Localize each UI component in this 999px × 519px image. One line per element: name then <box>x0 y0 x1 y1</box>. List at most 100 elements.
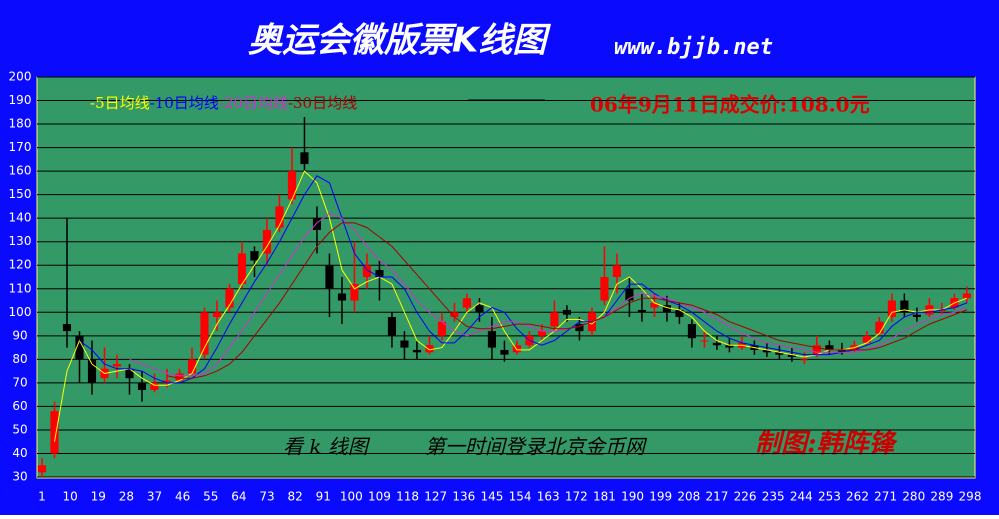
x-tick-label: 64 <box>231 490 246 504</box>
candle-body <box>37 465 47 473</box>
candle-body <box>337 293 347 301</box>
y-tick-label: 130 <box>9 234 32 248</box>
y-tick-label: 140 <box>9 211 32 225</box>
candle-body <box>937 309 946 311</box>
plot-area <box>36 76 976 479</box>
x-tick-label: 190 <box>621 490 644 504</box>
y-tick-label: 180 <box>9 117 32 131</box>
x-tick-label: 10 <box>62 490 77 504</box>
candle-body <box>825 345 834 350</box>
candle-body <box>625 288 634 301</box>
ma-line <box>79 175 968 384</box>
legend-entry: -10日均线 <box>150 94 219 112</box>
x-tick-label: 46 <box>175 490 190 504</box>
candle-body <box>400 340 409 348</box>
x-tick-label: 19 <box>91 490 106 504</box>
y-tick-label: 70 <box>12 375 27 389</box>
candle-body <box>450 312 459 317</box>
x-tick-label: 181 <box>593 490 616 504</box>
x-tick-label: 280 <box>902 490 925 504</box>
x-tick-label: 100 <box>340 490 363 504</box>
footer-text: 制图:韩阵锋 <box>755 429 899 459</box>
candle-body <box>887 300 896 317</box>
candle-body <box>150 382 159 390</box>
candle-body <box>812 345 821 355</box>
candle-body <box>575 324 584 332</box>
candle-body <box>712 342 721 346</box>
candle-body <box>237 253 247 285</box>
candle-body <box>787 354 796 357</box>
y-tick-label: 60 <box>12 399 27 413</box>
candle-body <box>775 352 784 355</box>
footer-text: 看 k 线图 <box>283 435 371 459</box>
candle-body <box>912 314 921 317</box>
y-tick-label: 90 <box>12 328 27 342</box>
x-tick-label: 1 <box>38 490 46 504</box>
candle-body <box>512 345 521 353</box>
candle-body <box>425 345 434 353</box>
candle-body <box>162 380 172 383</box>
candle-body <box>212 312 222 317</box>
candle-body <box>200 312 209 355</box>
x-tick-label: 145 <box>480 490 503 504</box>
candle-body <box>612 265 621 277</box>
candle-body <box>500 349 509 355</box>
candle-body <box>837 349 846 353</box>
x-tick-label: 235 <box>762 490 785 504</box>
y-tick-label: 120 <box>9 258 32 272</box>
candle-body <box>462 298 472 308</box>
candle-body <box>412 349 422 353</box>
x-tick-label: 154 <box>509 490 532 504</box>
candle-body <box>312 218 322 230</box>
grid <box>37 76 975 478</box>
x-tick-label: 109 <box>368 490 391 504</box>
candle-body <box>137 382 147 390</box>
candle-body <box>300 152 309 165</box>
legend: -5日均线-10日均线-20日均线-30日均线 <box>90 94 357 112</box>
legend-entry: -30日均线 <box>288 94 357 112</box>
candle-body <box>550 312 559 327</box>
candle-body <box>687 324 696 339</box>
x-tick-label: 127 <box>424 490 447 504</box>
candle-body <box>287 171 297 200</box>
candle-body <box>962 293 971 299</box>
x-tick-label: 298 <box>959 490 982 504</box>
candle-body <box>350 284 359 301</box>
x-tick-label: 172 <box>565 490 588 504</box>
candle-body <box>487 331 497 348</box>
chart-subtitle: www.bjjb.net <box>614 35 773 60</box>
candle-body <box>62 324 72 332</box>
chart-title: 奥运会徽版票K线图 <box>248 21 551 61</box>
x-tick-label: 217 <box>705 490 728 504</box>
candle-body <box>700 340 709 342</box>
candle-body <box>262 229 272 254</box>
candle-body <box>475 305 484 313</box>
candle-body <box>112 364 122 367</box>
x-tick-label: 82 <box>287 490 302 504</box>
y-tick-label: 30 <box>12 470 27 484</box>
x-tick-label: 253 <box>818 490 841 504</box>
candle-body <box>325 265 334 289</box>
candle-body <box>675 309 684 317</box>
candle-body <box>875 321 884 334</box>
y-tick-label: 110 <box>9 281 32 295</box>
candle-body <box>225 288 234 308</box>
x-tick-label: 208 <box>677 490 700 504</box>
legend-entry: -20日均线 <box>219 94 288 112</box>
candle-body <box>437 321 447 336</box>
candle-body <box>600 277 609 301</box>
x-tick-label: 271 <box>874 490 897 504</box>
x-tick-label: 55 <box>203 490 218 504</box>
x-tick-label: 136 <box>452 490 475 504</box>
annotation: 06年9月11日成交价:108.0元 <box>590 93 870 117</box>
x-tick-label: 289 <box>930 490 953 504</box>
y-tick-label: 200 <box>9 70 32 84</box>
candle-body <box>662 305 671 313</box>
y-tick-label: 100 <box>9 305 32 319</box>
candle-body <box>75 335 84 360</box>
candle-body <box>900 300 909 313</box>
marks <box>37 117 971 477</box>
ma-line <box>166 222 968 379</box>
